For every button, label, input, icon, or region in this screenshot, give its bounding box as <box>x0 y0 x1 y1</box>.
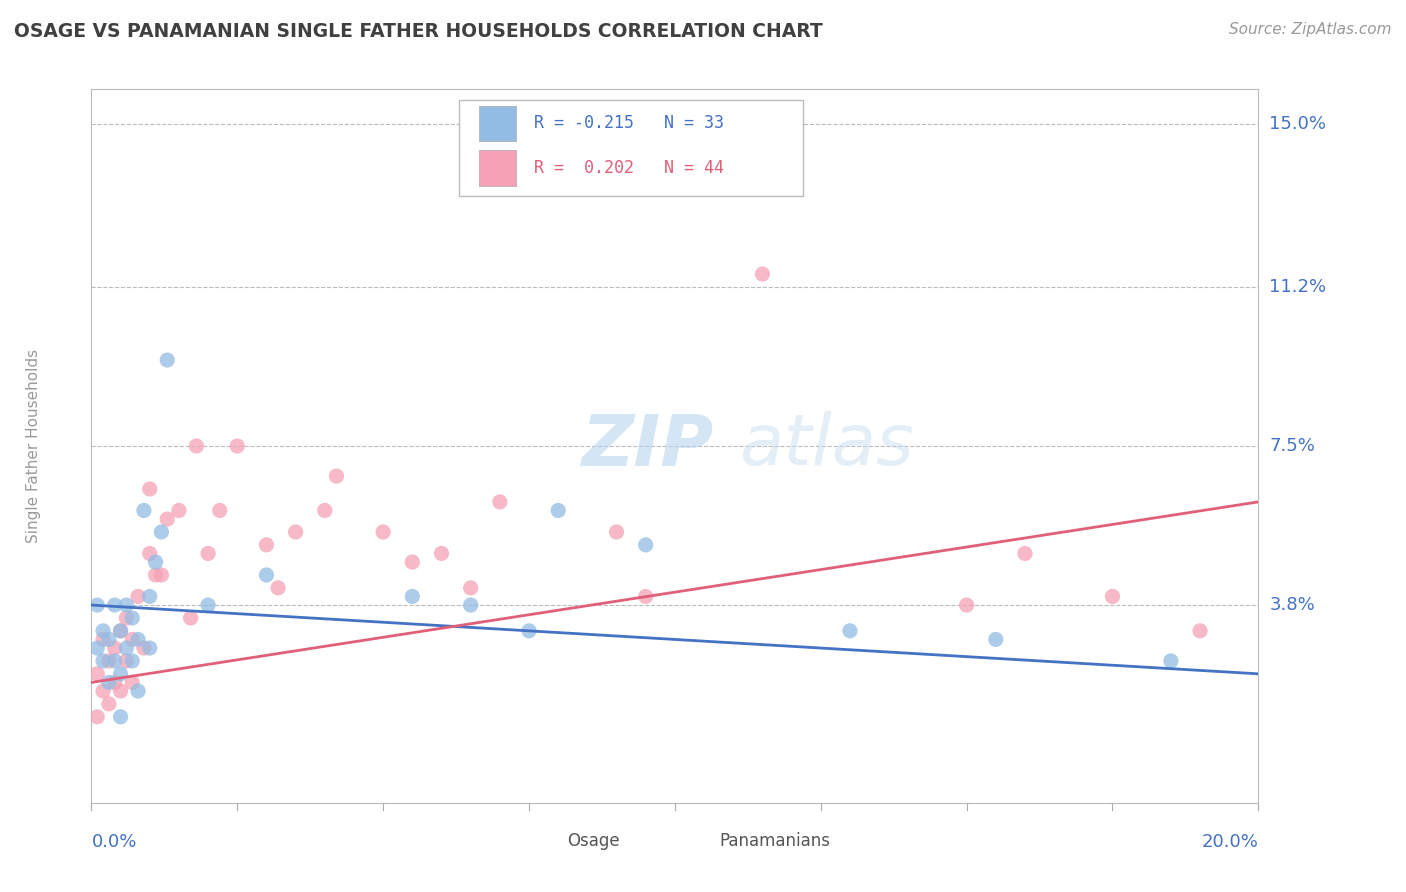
Point <box>91 684 114 698</box>
Text: 20.0%: 20.0% <box>1202 833 1258 851</box>
Point <box>145 568 167 582</box>
Point <box>127 684 149 698</box>
Point <box>86 641 108 656</box>
Point <box>314 503 336 517</box>
Point <box>197 546 219 560</box>
Point <box>401 590 423 604</box>
Point <box>430 546 453 560</box>
Text: ZIP: ZIP <box>582 411 714 481</box>
Text: 3.8%: 3.8% <box>1270 596 1315 614</box>
Point <box>254 568 277 582</box>
Point <box>267 581 290 595</box>
Point <box>401 555 423 569</box>
Point <box>634 590 657 604</box>
Point <box>104 654 127 668</box>
Point <box>186 439 208 453</box>
Text: R =  0.202   N = 44: R = 0.202 N = 44 <box>534 159 724 177</box>
Point <box>371 524 394 539</box>
Point <box>91 654 114 668</box>
Point <box>208 503 231 517</box>
FancyBboxPatch shape <box>458 100 803 196</box>
Text: 15.0%: 15.0% <box>1270 114 1326 133</box>
Point <box>110 684 132 698</box>
Point <box>110 710 132 724</box>
Point <box>97 632 120 647</box>
Text: 11.2%: 11.2% <box>1270 278 1327 296</box>
Point <box>325 469 347 483</box>
Point <box>1189 624 1212 638</box>
Point <box>115 641 138 656</box>
Point <box>121 632 143 647</box>
Point <box>115 654 138 668</box>
Point <box>91 632 114 647</box>
Point <box>104 598 127 612</box>
Text: Osage: Osage <box>568 832 620 850</box>
Point <box>97 654 120 668</box>
Bar <box>534 830 561 853</box>
Point <box>132 503 155 517</box>
Point <box>1101 590 1123 604</box>
Text: Source: ZipAtlas.com: Source: ZipAtlas.com <box>1229 22 1392 37</box>
Point <box>838 624 860 638</box>
Point <box>156 353 179 368</box>
Text: Panamanians: Panamanians <box>720 832 830 850</box>
Point <box>104 641 127 656</box>
Point <box>115 611 138 625</box>
Point <box>460 581 482 595</box>
Point <box>145 555 167 569</box>
Point <box>1014 546 1036 560</box>
Text: Single Father Households: Single Father Households <box>25 349 41 543</box>
Point <box>605 524 627 539</box>
Point <box>115 598 138 612</box>
Point <box>138 482 162 496</box>
Point <box>150 568 173 582</box>
Point <box>547 503 569 517</box>
Bar <box>686 830 713 853</box>
Point <box>127 632 149 647</box>
Point <box>156 512 179 526</box>
Point <box>150 524 173 539</box>
Point <box>138 546 162 560</box>
Point <box>517 624 540 638</box>
Point <box>284 524 307 539</box>
Point <box>121 675 143 690</box>
Point <box>460 598 482 612</box>
Point <box>121 611 143 625</box>
Point <box>180 611 202 625</box>
Point <box>86 598 108 612</box>
Point <box>956 598 979 612</box>
Point <box>86 666 108 681</box>
Point <box>104 675 127 690</box>
Point <box>110 666 132 681</box>
Point <box>110 624 132 638</box>
Point <box>138 641 162 656</box>
Text: OSAGE VS PANAMANIAN SINGLE FATHER HOUSEHOLDS CORRELATION CHART: OSAGE VS PANAMANIAN SINGLE FATHER HOUSEH… <box>14 22 823 41</box>
Point <box>489 495 512 509</box>
Point <box>132 641 155 656</box>
Point <box>86 710 108 724</box>
Point <box>97 675 120 690</box>
Point <box>91 624 114 638</box>
Point <box>226 439 249 453</box>
Point <box>1160 654 1182 668</box>
Text: R = -0.215   N = 33: R = -0.215 N = 33 <box>534 114 724 132</box>
Point <box>138 590 162 604</box>
Point <box>110 624 132 638</box>
Text: 0.0%: 0.0% <box>91 833 136 851</box>
Point <box>197 598 219 612</box>
Point <box>254 538 277 552</box>
Point <box>634 538 657 552</box>
Point <box>984 632 1007 647</box>
Point <box>121 654 143 668</box>
Text: atlas: atlas <box>740 411 914 481</box>
Text: 7.5%: 7.5% <box>1270 437 1316 455</box>
Point <box>167 503 190 517</box>
Bar <box>479 105 516 141</box>
Point <box>751 267 773 281</box>
Point <box>97 697 120 711</box>
Point <box>127 590 149 604</box>
Bar <box>479 150 516 186</box>
